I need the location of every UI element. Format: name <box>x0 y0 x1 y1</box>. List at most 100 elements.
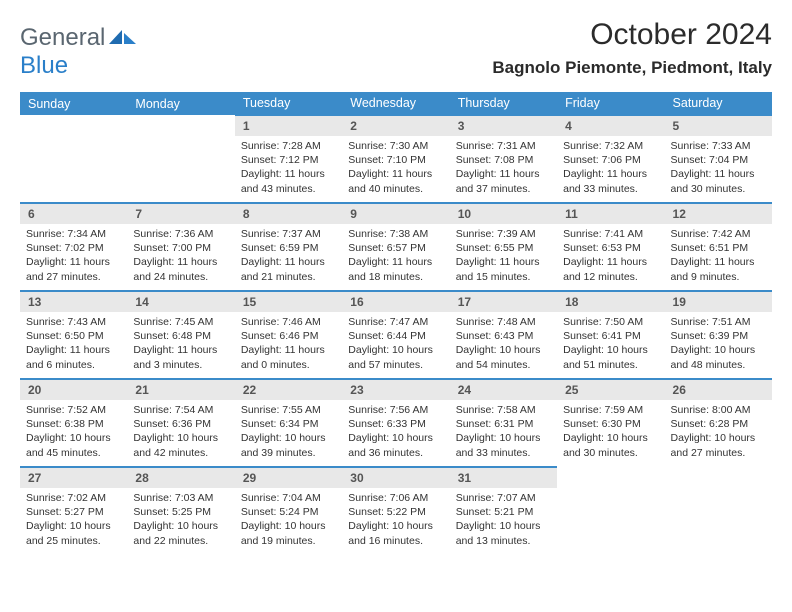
day-details: Sunrise: 7:36 AMSunset: 7:00 PMDaylight:… <box>127 224 234 288</box>
day-number: 10 <box>450 204 557 224</box>
calendar-cell: 30Sunrise: 7:06 AMSunset: 5:22 PMDayligh… <box>342 467 449 555</box>
day-number: 14 <box>127 292 234 312</box>
calendar-cell: 1Sunrise: 7:28 AMSunset: 7:12 PMDaylight… <box>235 115 342 203</box>
day-details: Sunrise: 7:04 AMSunset: 5:24 PMDaylight:… <box>235 488 342 552</box>
day-number: 15 <box>235 292 342 312</box>
calendar-cell: 9Sunrise: 7:38 AMSunset: 6:57 PMDaylight… <box>342 203 449 291</box>
calendar-cell: 29Sunrise: 7:04 AMSunset: 5:24 PMDayligh… <box>235 467 342 555</box>
day-details: Sunrise: 7:56 AMSunset: 6:33 PMDaylight:… <box>342 400 449 464</box>
day-number: 8 <box>235 204 342 224</box>
day-number: 9 <box>342 204 449 224</box>
day-number: 31 <box>450 468 557 488</box>
day-number: 30 <box>342 468 449 488</box>
calendar-body: 1Sunrise: 7:28 AMSunset: 7:12 PMDaylight… <box>20 115 772 555</box>
day-details: Sunrise: 7:32 AMSunset: 7:06 PMDaylight:… <box>557 136 664 200</box>
day-header: Thursday <box>450 92 557 115</box>
day-details: Sunrise: 7:03 AMSunset: 5:25 PMDaylight:… <box>127 488 234 552</box>
day-number: 3 <box>450 116 557 136</box>
calendar-cell: 25Sunrise: 7:59 AMSunset: 6:30 PMDayligh… <box>557 379 664 467</box>
day-number: 20 <box>20 380 127 400</box>
day-number: 16 <box>342 292 449 312</box>
calendar-cell: 14Sunrise: 7:45 AMSunset: 6:48 PMDayligh… <box>127 291 234 379</box>
calendar-cell: 31Sunrise: 7:07 AMSunset: 5:21 PMDayligh… <box>450 467 557 555</box>
day-details: Sunrise: 7:33 AMSunset: 7:04 PMDaylight:… <box>665 136 772 200</box>
day-number: 21 <box>127 380 234 400</box>
day-number: 19 <box>665 292 772 312</box>
calendar-cell-blank <box>20 115 127 203</box>
calendar-cell: 8Sunrise: 7:37 AMSunset: 6:59 PMDaylight… <box>235 203 342 291</box>
day-number: 7 <box>127 204 234 224</box>
week-row: 13Sunrise: 7:43 AMSunset: 6:50 PMDayligh… <box>20 291 772 379</box>
calendar-cell-blank <box>557 467 664 555</box>
day-details: Sunrise: 7:41 AMSunset: 6:53 PMDaylight:… <box>557 224 664 288</box>
day-details: Sunrise: 7:45 AMSunset: 6:48 PMDaylight:… <box>127 312 234 376</box>
calendar-cell: 19Sunrise: 7:51 AMSunset: 6:39 PMDayligh… <box>665 291 772 379</box>
day-number: 29 <box>235 468 342 488</box>
day-number: 25 <box>557 380 664 400</box>
day-details: Sunrise: 7:31 AMSunset: 7:08 PMDaylight:… <box>450 136 557 200</box>
day-details: Sunrise: 7:55 AMSunset: 6:34 PMDaylight:… <box>235 400 342 464</box>
logo-block: General Blue <box>20 24 137 80</box>
logo-text-general: General <box>20 24 105 52</box>
calendar-cell: 23Sunrise: 7:56 AMSunset: 6:33 PMDayligh… <box>342 379 449 467</box>
day-details: Sunrise: 7:43 AMSunset: 6:50 PMDaylight:… <box>20 312 127 376</box>
day-number: 26 <box>665 380 772 400</box>
calendar-cell: 26Sunrise: 8:00 AMSunset: 6:28 PMDayligh… <box>665 379 772 467</box>
day-header: Saturday <box>665 92 772 115</box>
day-details: Sunrise: 7:38 AMSunset: 6:57 PMDaylight:… <box>342 224 449 288</box>
day-details: Sunrise: 7:02 AMSunset: 5:27 PMDaylight:… <box>20 488 127 552</box>
location-subtitle: Bagnolo Piemonte, Piedmont, Italy <box>492 58 772 78</box>
day-details: Sunrise: 8:00 AMSunset: 6:28 PMDaylight:… <box>665 400 772 464</box>
calendar-cell: 5Sunrise: 7:33 AMSunset: 7:04 PMDaylight… <box>665 115 772 203</box>
day-number: 11 <box>557 204 664 224</box>
page-title: October 2024 <box>492 18 772 52</box>
day-details: Sunrise: 7:07 AMSunset: 5:21 PMDaylight:… <box>450 488 557 552</box>
day-header: Friday <box>557 92 664 115</box>
title-block: October 2024 Bagnolo Piemonte, Piedmont,… <box>492 18 772 78</box>
day-header: Sunday <box>20 92 127 115</box>
day-number: 28 <box>127 468 234 488</box>
day-header: Tuesday <box>235 92 342 115</box>
day-header: Monday <box>127 92 234 115</box>
calendar-cell-blank <box>665 467 772 555</box>
logo-text-blue: Blue <box>20 52 68 79</box>
calendar-cell: 15Sunrise: 7:46 AMSunset: 6:46 PMDayligh… <box>235 291 342 379</box>
calendar-cell: 10Sunrise: 7:39 AMSunset: 6:55 PMDayligh… <box>450 203 557 291</box>
week-row: 1Sunrise: 7:28 AMSunset: 7:12 PMDaylight… <box>20 115 772 203</box>
day-details: Sunrise: 7:50 AMSunset: 6:41 PMDaylight:… <box>557 312 664 376</box>
day-number: 5 <box>665 116 772 136</box>
day-number: 13 <box>20 292 127 312</box>
calendar-cell: 2Sunrise: 7:30 AMSunset: 7:10 PMDaylight… <box>342 115 449 203</box>
calendar-table: SundayMondayTuesdayWednesdayThursdayFrid… <box>20 92 772 555</box>
day-details: Sunrise: 7:30 AMSunset: 7:10 PMDaylight:… <box>342 136 449 200</box>
day-number: 27 <box>20 468 127 488</box>
day-details: Sunrise: 7:37 AMSunset: 6:59 PMDaylight:… <box>235 224 342 288</box>
day-details: Sunrise: 7:59 AMSunset: 6:30 PMDaylight:… <box>557 400 664 464</box>
week-row: 27Sunrise: 7:02 AMSunset: 5:27 PMDayligh… <box>20 467 772 555</box>
header: General Blue October 2024 Bagnolo Piemon… <box>20 18 772 80</box>
calendar-cell: 20Sunrise: 7:52 AMSunset: 6:38 PMDayligh… <box>20 379 127 467</box>
day-details: Sunrise: 7:42 AMSunset: 6:51 PMDaylight:… <box>665 224 772 288</box>
day-details: Sunrise: 7:06 AMSunset: 5:22 PMDaylight:… <box>342 488 449 552</box>
day-header-row: SundayMondayTuesdayWednesdayThursdayFrid… <box>20 92 772 115</box>
calendar-cell: 22Sunrise: 7:55 AMSunset: 6:34 PMDayligh… <box>235 379 342 467</box>
day-number: 22 <box>235 380 342 400</box>
calendar-cell: 16Sunrise: 7:47 AMSunset: 6:44 PMDayligh… <box>342 291 449 379</box>
day-details: Sunrise: 7:58 AMSunset: 6:31 PMDaylight:… <box>450 400 557 464</box>
calendar-cell: 21Sunrise: 7:54 AMSunset: 6:36 PMDayligh… <box>127 379 234 467</box>
week-row: 20Sunrise: 7:52 AMSunset: 6:38 PMDayligh… <box>20 379 772 467</box>
day-number: 17 <box>450 292 557 312</box>
calendar-cell: 11Sunrise: 7:41 AMSunset: 6:53 PMDayligh… <box>557 203 664 291</box>
day-details: Sunrise: 7:46 AMSunset: 6:46 PMDaylight:… <box>235 312 342 376</box>
calendar-cell: 12Sunrise: 7:42 AMSunset: 6:51 PMDayligh… <box>665 203 772 291</box>
calendar-cell: 24Sunrise: 7:58 AMSunset: 6:31 PMDayligh… <box>450 379 557 467</box>
logo: General Blue <box>20 24 137 80</box>
day-number: 18 <box>557 292 664 312</box>
day-number: 1 <box>235 116 342 136</box>
day-details: Sunrise: 7:54 AMSunset: 6:36 PMDaylight:… <box>127 400 234 464</box>
day-details: Sunrise: 7:28 AMSunset: 7:12 PMDaylight:… <box>235 136 342 200</box>
week-row: 6Sunrise: 7:34 AMSunset: 7:02 PMDaylight… <box>20 203 772 291</box>
day-details: Sunrise: 7:51 AMSunset: 6:39 PMDaylight:… <box>665 312 772 376</box>
day-details: Sunrise: 7:34 AMSunset: 7:02 PMDaylight:… <box>20 224 127 288</box>
calendar-cell: 6Sunrise: 7:34 AMSunset: 7:02 PMDaylight… <box>20 203 127 291</box>
